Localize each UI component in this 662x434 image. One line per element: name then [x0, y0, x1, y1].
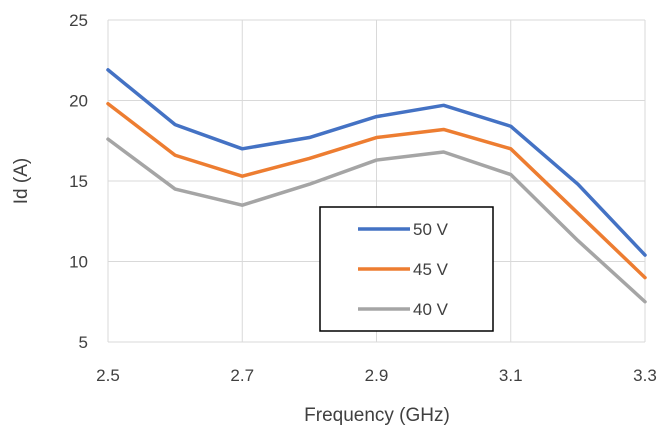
legend-label: 40 V	[413, 300, 449, 319]
legend-label: 45 V	[413, 260, 449, 279]
x-tick-label: 2.5	[96, 366, 120, 385]
x-tick-label: 3.3	[633, 366, 657, 385]
y-tick-label: 20	[69, 92, 88, 111]
gridlines	[107, 19, 646, 343]
x-axis-title: Frequency (GHz)	[304, 405, 450, 426]
legend: 50 V 45 V 40 V	[319, 206, 494, 332]
x-tick-label: 2.7	[230, 366, 254, 385]
x-tick-label: 3.1	[499, 366, 523, 385]
series-line-45v	[106, 101, 647, 280]
y-tick-label: 15	[69, 172, 88, 191]
x-axis-ticks: 2.5 2.7 2.9 3.1 3.3	[96, 366, 657, 385]
y-axis-title: Id (A)	[11, 158, 32, 204]
series-line-40v	[106, 137, 647, 304]
series-line-50v	[106, 68, 647, 257]
series-lines	[106, 68, 647, 304]
x-tick-label: 2.9	[365, 366, 389, 385]
y-tick-label: 5	[79, 333, 88, 352]
y-tick-label: 25	[69, 11, 88, 30]
legend-label: 50 V	[413, 220, 449, 239]
y-axis-ticks: 5 10 15 20 25	[69, 11, 88, 352]
y-tick-label: 10	[69, 253, 88, 272]
